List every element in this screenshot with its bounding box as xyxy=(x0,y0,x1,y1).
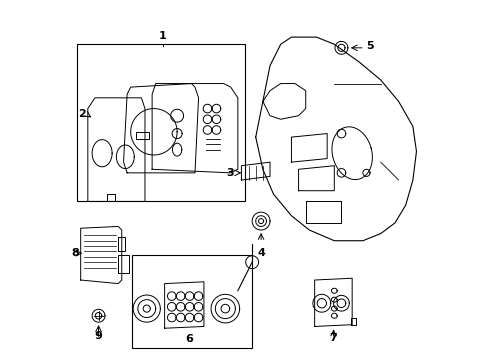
Bar xyxy=(77,44,245,202)
Text: 4: 4 xyxy=(257,248,265,258)
Text: 5: 5 xyxy=(367,41,374,51)
Text: 9: 9 xyxy=(95,332,102,342)
Text: 6: 6 xyxy=(186,334,194,344)
Text: 7: 7 xyxy=(330,333,338,342)
Text: 1: 1 xyxy=(159,31,167,41)
Text: 3: 3 xyxy=(227,168,234,178)
Bar xyxy=(132,255,252,348)
Text: 2: 2 xyxy=(78,109,86,119)
Text: 8: 8 xyxy=(71,248,79,258)
